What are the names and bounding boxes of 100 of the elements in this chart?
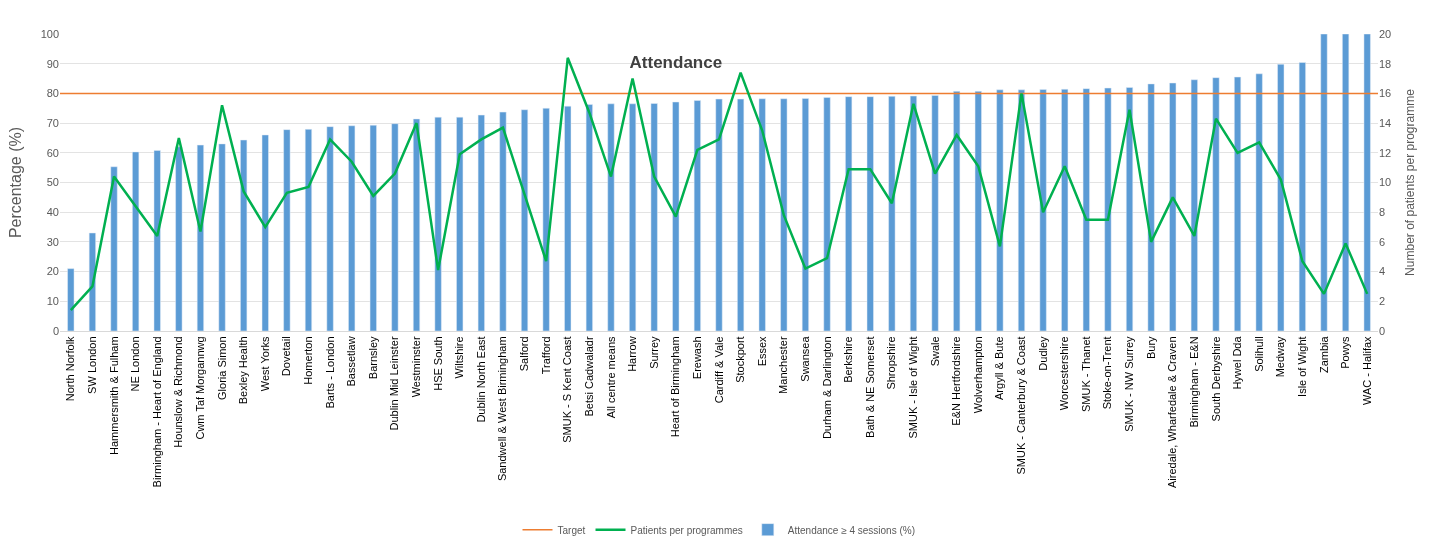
x-tick-label: Dublin North East bbox=[474, 336, 487, 423]
bar bbox=[434, 116, 442, 331]
x-tick-label: Dudley bbox=[1036, 335, 1049, 371]
x-tick-label: Hammersmith & Fulham bbox=[107, 336, 120, 455]
x-tick-label: Harrow bbox=[626, 336, 639, 372]
x-tick-label: Berkshire bbox=[842, 336, 855, 383]
x-tick-label: Essex bbox=[755, 335, 768, 367]
x-tick-label: Powys bbox=[1339, 335, 1352, 369]
bar bbox=[110, 166, 118, 331]
legend-label: Attendance ≥ 4 sessions (%) bbox=[787, 524, 916, 536]
x-tick-label: Dovetail bbox=[280, 336, 293, 377]
bar bbox=[261, 134, 269, 331]
bar bbox=[1277, 64, 1285, 331]
x-tick-label: Manchester bbox=[777, 336, 790, 394]
x-tick-label: Bath & NE Somerset bbox=[863, 336, 876, 438]
bar bbox=[1169, 82, 1177, 331]
y-tick-label: 50 bbox=[46, 176, 59, 189]
bar bbox=[1190, 79, 1198, 331]
y-tick-label: 70 bbox=[46, 116, 59, 129]
x-tick-label: WAC - Halifax bbox=[1360, 335, 1373, 406]
x-tick-label: HSE South bbox=[431, 336, 444, 391]
y2-tick-label: 20 bbox=[1379, 27, 1392, 40]
y-tick-label: 90 bbox=[46, 57, 59, 70]
bar bbox=[693, 100, 701, 331]
x-tick-label: Erewash bbox=[690, 336, 703, 380]
bar bbox=[391, 123, 399, 331]
bar bbox=[650, 103, 658, 331]
bar bbox=[1212, 77, 1220, 331]
bar bbox=[348, 125, 356, 331]
bar bbox=[499, 111, 507, 331]
line-series bbox=[69, 56, 1369, 312]
bar bbox=[909, 95, 917, 331]
x-tick-label: Barnsley bbox=[366, 335, 379, 380]
bar bbox=[153, 150, 161, 331]
bar bbox=[931, 95, 939, 331]
x-tick-label: Argyll & Bute bbox=[993, 336, 1006, 400]
x-tick-label: SMUK - S Kent Coast bbox=[561, 336, 574, 443]
x-tick-label: Worcestershire bbox=[1058, 336, 1071, 411]
bar bbox=[88, 232, 96, 331]
y2-tick-label: 14 bbox=[1379, 116, 1392, 129]
x-tick-label: Airedale, Wharfedale & Craven bbox=[1166, 336, 1179, 489]
bar bbox=[953, 91, 961, 331]
bar bbox=[304, 129, 312, 331]
y2-tick-label: 16 bbox=[1379, 87, 1392, 100]
x-tick-label: South Derbyshire bbox=[1209, 336, 1222, 422]
bar bbox=[175, 146, 183, 331]
bar bbox=[758, 98, 766, 331]
x-tick-label: Dublin Mid Leinster bbox=[388, 336, 401, 431]
bar bbox=[1320, 34, 1328, 331]
x-tick-label: Trafford bbox=[539, 336, 552, 375]
bar bbox=[845, 96, 853, 331]
bar bbox=[1126, 87, 1134, 331]
y-tick-label: 0 bbox=[52, 324, 59, 337]
x-tick-label: Shropshire bbox=[885, 336, 898, 390]
x-tick-label: West Yorks bbox=[258, 335, 271, 392]
bar bbox=[1018, 89, 1025, 331]
x-tick-label: North Norfolk bbox=[64, 335, 77, 402]
bar bbox=[801, 98, 809, 331]
text: Attendance bbox=[629, 52, 723, 72]
y2-tick-label: 4 bbox=[1379, 265, 1386, 278]
x-tick-label: Westminster bbox=[410, 336, 423, 398]
x-tick-label: SW London bbox=[85, 336, 98, 394]
x-tick-label: E&N Hertfordshire bbox=[950, 336, 963, 426]
bar bbox=[1298, 62, 1306, 331]
bar bbox=[1342, 34, 1350, 331]
bar bbox=[1104, 87, 1112, 331]
x-tick-label: Cardiff & Vale bbox=[712, 336, 725, 404]
bar bbox=[1147, 83, 1155, 331]
x-tick-label: Solihull bbox=[1252, 336, 1265, 372]
x-tick-label: Betsi Cadwaladr bbox=[582, 336, 595, 417]
x-tick-label: Birmingham - Heart of England bbox=[150, 336, 163, 488]
bar bbox=[1061, 88, 1069, 331]
y2-tick-label: 12 bbox=[1379, 146, 1392, 159]
bar bbox=[240, 139, 248, 331]
x-tick-label: Bassetlaw bbox=[345, 336, 358, 387]
x-tick-label: Hounslow & Richmond bbox=[172, 336, 185, 448]
bar bbox=[413, 118, 420, 331]
bar bbox=[1363, 34, 1371, 331]
y2-tick-label: 18 bbox=[1379, 57, 1392, 70]
bar bbox=[369, 124, 377, 331]
bar bbox=[974, 91, 982, 331]
y-tick-label: 40 bbox=[46, 206, 59, 219]
y2-tick-label: 8 bbox=[1379, 206, 1386, 219]
x-tick-label: Zambia bbox=[1317, 335, 1330, 374]
y-tick-label: 30 bbox=[46, 235, 59, 248]
bar bbox=[823, 97, 831, 331]
bar bbox=[585, 104, 593, 331]
bar bbox=[996, 89, 1004, 331]
bar bbox=[218, 143, 226, 331]
x-tick-label: SMUK - Isle of Wight bbox=[907, 336, 920, 439]
y2-tick-label: 0 bbox=[1379, 324, 1386, 337]
x-tick-label: Birmingham - E&N bbox=[1187, 336, 1200, 428]
x-tick-label: All centre means bbox=[604, 335, 617, 419]
bar bbox=[737, 98, 745, 331]
y-tick-label: 60 bbox=[46, 146, 59, 159]
bar bbox=[715, 98, 723, 331]
y-tick-label: 100 bbox=[40, 27, 59, 40]
y2-axis-title: Number of patients per programme bbox=[1403, 88, 1418, 276]
x-tick-label: Sandwell & West Birmingham bbox=[496, 336, 509, 482]
bar bbox=[1234, 76, 1242, 331]
